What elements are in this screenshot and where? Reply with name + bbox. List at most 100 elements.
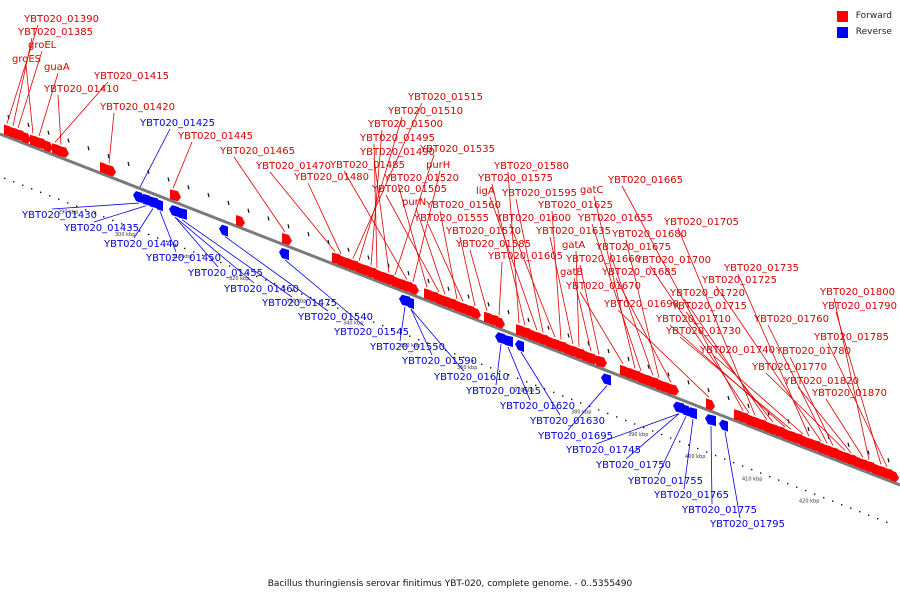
scale-dot <box>31 188 33 190</box>
scale-dot <box>58 198 60 201</box>
scale-dot <box>229 265 231 267</box>
reverse-label-leader <box>495 344 502 386</box>
forward-gene <box>472 307 481 320</box>
scale-dash <box>187 185 190 190</box>
reverse-gene-label: YBT020_01615 <box>465 386 541 397</box>
forward-label-leader <box>385 194 440 293</box>
forward-label-leader <box>649 265 750 414</box>
reverse-gene-label: YBT020_01435 <box>63 223 139 234</box>
scale-dash <box>207 192 210 198</box>
scale-dot <box>661 433 663 436</box>
forward-gene-label: YBT020_01600 <box>495 213 571 224</box>
scale-dash <box>407 270 410 276</box>
scale-dot <box>364 317 366 320</box>
scale-dot <box>373 321 375 323</box>
scale-dash <box>687 380 690 385</box>
reverse-gene-label: YBT020_01450 <box>145 253 221 264</box>
forward-gene <box>668 383 679 396</box>
reverse-label-leader <box>174 216 219 268</box>
scale-dot <box>112 219 114 222</box>
scale-dot <box>769 475 771 478</box>
scale-dot <box>427 342 429 344</box>
genome-backbone <box>0 132 900 487</box>
legend-label-reverse: Reverse <box>855 27 892 37</box>
reverse-gene-label: YBT020_01795 <box>709 519 785 530</box>
forward-label-leader <box>713 355 804 435</box>
scale-dot <box>148 233 150 236</box>
forward-label-leader <box>579 291 624 365</box>
scale-dash <box>47 130 50 135</box>
reverse-gene-label: YBT020_01430 <box>21 210 97 221</box>
forward-gene-label: YBT020_01595 <box>501 188 577 199</box>
reverse-gene-label: YBT020_01755 <box>627 476 703 487</box>
scale-dot <box>166 240 168 243</box>
forward-label-leader <box>352 102 423 259</box>
scale-dot <box>706 451 708 453</box>
forward-label-leader <box>575 250 580 347</box>
forward-gene-label: YBT020_01625 <box>537 200 613 211</box>
reverse-gene-label: YBT020_01765 <box>653 490 729 501</box>
scale-dot <box>508 374 510 376</box>
reverse-gene-label: YBT020_01775 <box>681 505 757 516</box>
forward-gene-label: purN <box>402 197 426 208</box>
forward-gene-label: YBT020_01555 <box>413 213 489 224</box>
scale-dot <box>670 437 672 439</box>
scale-dot <box>40 191 42 193</box>
reverse-label-leader <box>399 306 406 342</box>
scale-dot <box>787 482 789 485</box>
forward-gene-label: YBT020_01740 <box>699 345 775 356</box>
scale-dot <box>67 202 69 204</box>
forward-gene-label: guaA <box>44 62 70 73</box>
scale-dot <box>337 307 339 309</box>
scale-dash <box>847 442 850 447</box>
reverse-swatch-icon <box>836 26 848 38</box>
scale-dot <box>742 465 744 467</box>
scale-dash <box>347 247 350 252</box>
reverse-label-leader <box>724 431 741 519</box>
scale-dash <box>67 138 70 143</box>
forward-label-leader <box>551 210 562 340</box>
forward-label-leader <box>397 183 428 288</box>
scale-dash <box>327 239 330 245</box>
scale-dot <box>679 440 681 443</box>
scale-tick-label: 290 kbp <box>58 210 78 216</box>
scale-dot <box>445 349 447 351</box>
forward-label-leader <box>515 198 544 333</box>
scale-dot <box>436 346 438 348</box>
legend-item-forward: Forward <box>836 8 892 24</box>
forward-gene-label: YBT020_01410 <box>43 84 119 95</box>
forward-label-leader <box>427 223 464 302</box>
forward-gene <box>58 145 69 158</box>
scale-dot <box>328 303 330 306</box>
reverse-label-leader <box>174 216 255 284</box>
forward-label-leader <box>343 170 408 280</box>
forward-gene-label: YBT020_01485 <box>329 160 405 171</box>
reverse-gene-label: YBT020_01455 <box>187 268 263 279</box>
forward-gene-label: YBT020_01495 <box>359 133 435 144</box>
scale-dot <box>355 314 357 316</box>
scale-dot <box>283 286 285 288</box>
scale-dot <box>256 275 258 278</box>
reverse-label-leader <box>710 426 713 505</box>
reverse-gene <box>502 334 513 347</box>
scale-dash <box>867 450 870 455</box>
forward-gene-label: gatB <box>560 267 583 278</box>
forward-gene <box>106 164 116 177</box>
forward-label-leader <box>825 398 864 458</box>
forward-gene-label: YBT020_01715 <box>671 301 747 312</box>
forward-label-leader <box>57 94 62 145</box>
scale-dash <box>267 216 270 221</box>
scale-dash <box>427 278 430 284</box>
forward-gene-label: YBT020_01760 <box>753 314 829 325</box>
forward-gene-label: YBT020_01780 <box>775 346 851 357</box>
scale-tick-label: 410 kbp <box>742 476 762 482</box>
forward-label-leader <box>579 264 600 355</box>
scale-dot <box>391 328 393 330</box>
scale-dash <box>507 309 510 315</box>
forward-gene-label: YBT020_01390 <box>23 14 99 25</box>
forward-gene <box>170 189 181 202</box>
forward-gene-label: YBT020_01770 <box>751 362 827 373</box>
scale-dot <box>634 423 636 425</box>
forward-label-leader <box>509 223 556 338</box>
